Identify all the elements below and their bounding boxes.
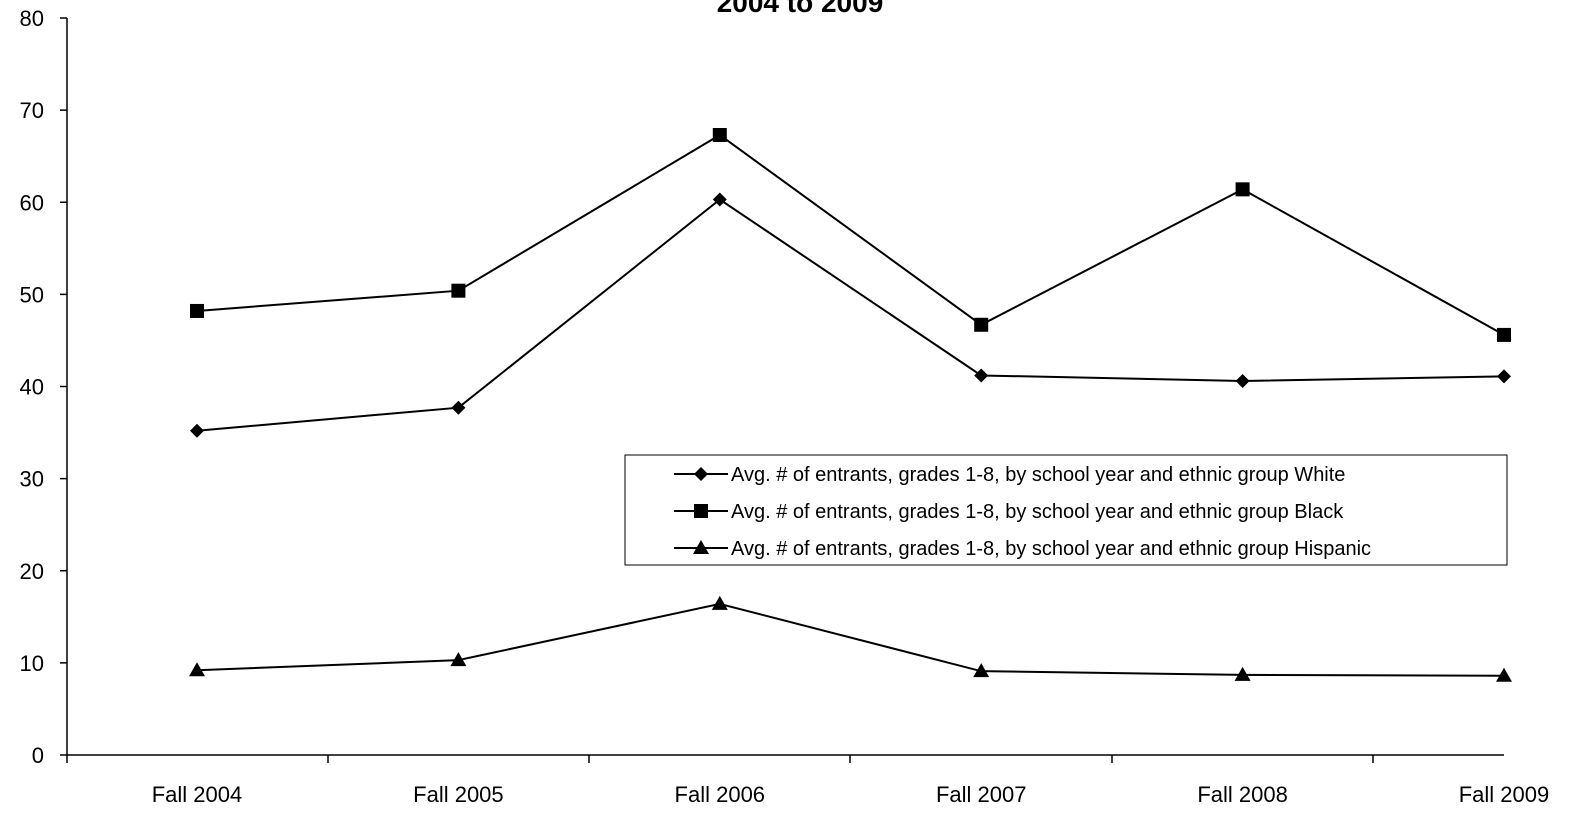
legend-marker-hispanic bbox=[693, 540, 709, 554]
chart-title: 2004 to 2009 bbox=[717, 0, 884, 18]
series-line-black bbox=[196, 133, 1505, 336]
legend-label-hispanic: Avg. # of entrants, grades 1-8, by schoo… bbox=[731, 538, 1371, 560]
legend-marker-white bbox=[694, 467, 708, 481]
legend-box bbox=[624, 454, 1508, 566]
data-point-black bbox=[1235, 182, 1250, 197]
legend-marker-black bbox=[694, 504, 708, 518]
x-tick-label: Fall 2008 bbox=[1197, 782, 1288, 807]
data-point-hispanic bbox=[450, 652, 467, 667]
series-line-hispanic bbox=[196, 602, 1505, 677]
x-tick-label: Fall 2004 bbox=[152, 782, 243, 807]
series-white bbox=[190, 192, 1511, 438]
y-tick-label: 50 bbox=[20, 282, 44, 307]
data-point-black bbox=[190, 303, 204, 318]
y-tick-label: 80 bbox=[20, 6, 44, 31]
data-point-black bbox=[1497, 327, 1511, 342]
legend-label-white: Avg. # of entrants, grades 1-8, by schoo… bbox=[731, 464, 1345, 486]
data-point-black bbox=[974, 317, 989, 332]
y-axis-ticks: 0 10 20 30 40 50 60 70 80 bbox=[20, 6, 67, 768]
y-tick-label: 70 bbox=[20, 98, 44, 123]
x-tick-label: Fall 2006 bbox=[675, 782, 766, 807]
x-tick-label: Fall 2007 bbox=[936, 782, 1027, 807]
series-line-white bbox=[196, 198, 1505, 432]
data-point-white bbox=[1497, 369, 1511, 384]
data-point-hispanic bbox=[1234, 666, 1251, 681]
data-point-hispanic bbox=[1496, 667, 1512, 682]
y-tick-label: 40 bbox=[20, 375, 44, 400]
y-tick-label: 0 bbox=[32, 743, 44, 768]
y-tick-label: 20 bbox=[20, 559, 44, 584]
data-point-white bbox=[974, 368, 989, 383]
data-point-white bbox=[712, 192, 727, 207]
data-point-hispanic bbox=[189, 662, 205, 677]
x-axis-ticks: Fall 2004 Fall 2005 Fall 2006 Fall 2007 Fall… bbox=[66, 755, 1550, 807]
legend: Avg. # of entrants, grades 1-8, by schoo… bbox=[624, 454, 1508, 566]
data-point-white bbox=[190, 423, 204, 438]
legend-label-black: Avg. # of entrants, grades 1-8, by schoo… bbox=[731, 501, 1344, 523]
y-tick-label: 60 bbox=[20, 190, 44, 215]
series-hispanic bbox=[189, 595, 1512, 682]
x-tick-label: Fall 2009 bbox=[1459, 782, 1550, 807]
data-point-black bbox=[712, 127, 727, 142]
series-black bbox=[190, 127, 1511, 342]
y-tick-label: 10 bbox=[20, 651, 44, 676]
data-point-hispanic bbox=[973, 663, 990, 678]
data-point-white bbox=[451, 400, 466, 415]
data-point-black bbox=[451, 283, 466, 298]
data-point-hispanic bbox=[711, 595, 728, 610]
x-tick-label: Fall 2005 bbox=[413, 782, 504, 807]
y-tick-label: 30 bbox=[20, 467, 44, 492]
series-layer bbox=[189, 127, 1512, 682]
data-point-white bbox=[1235, 373, 1250, 388]
